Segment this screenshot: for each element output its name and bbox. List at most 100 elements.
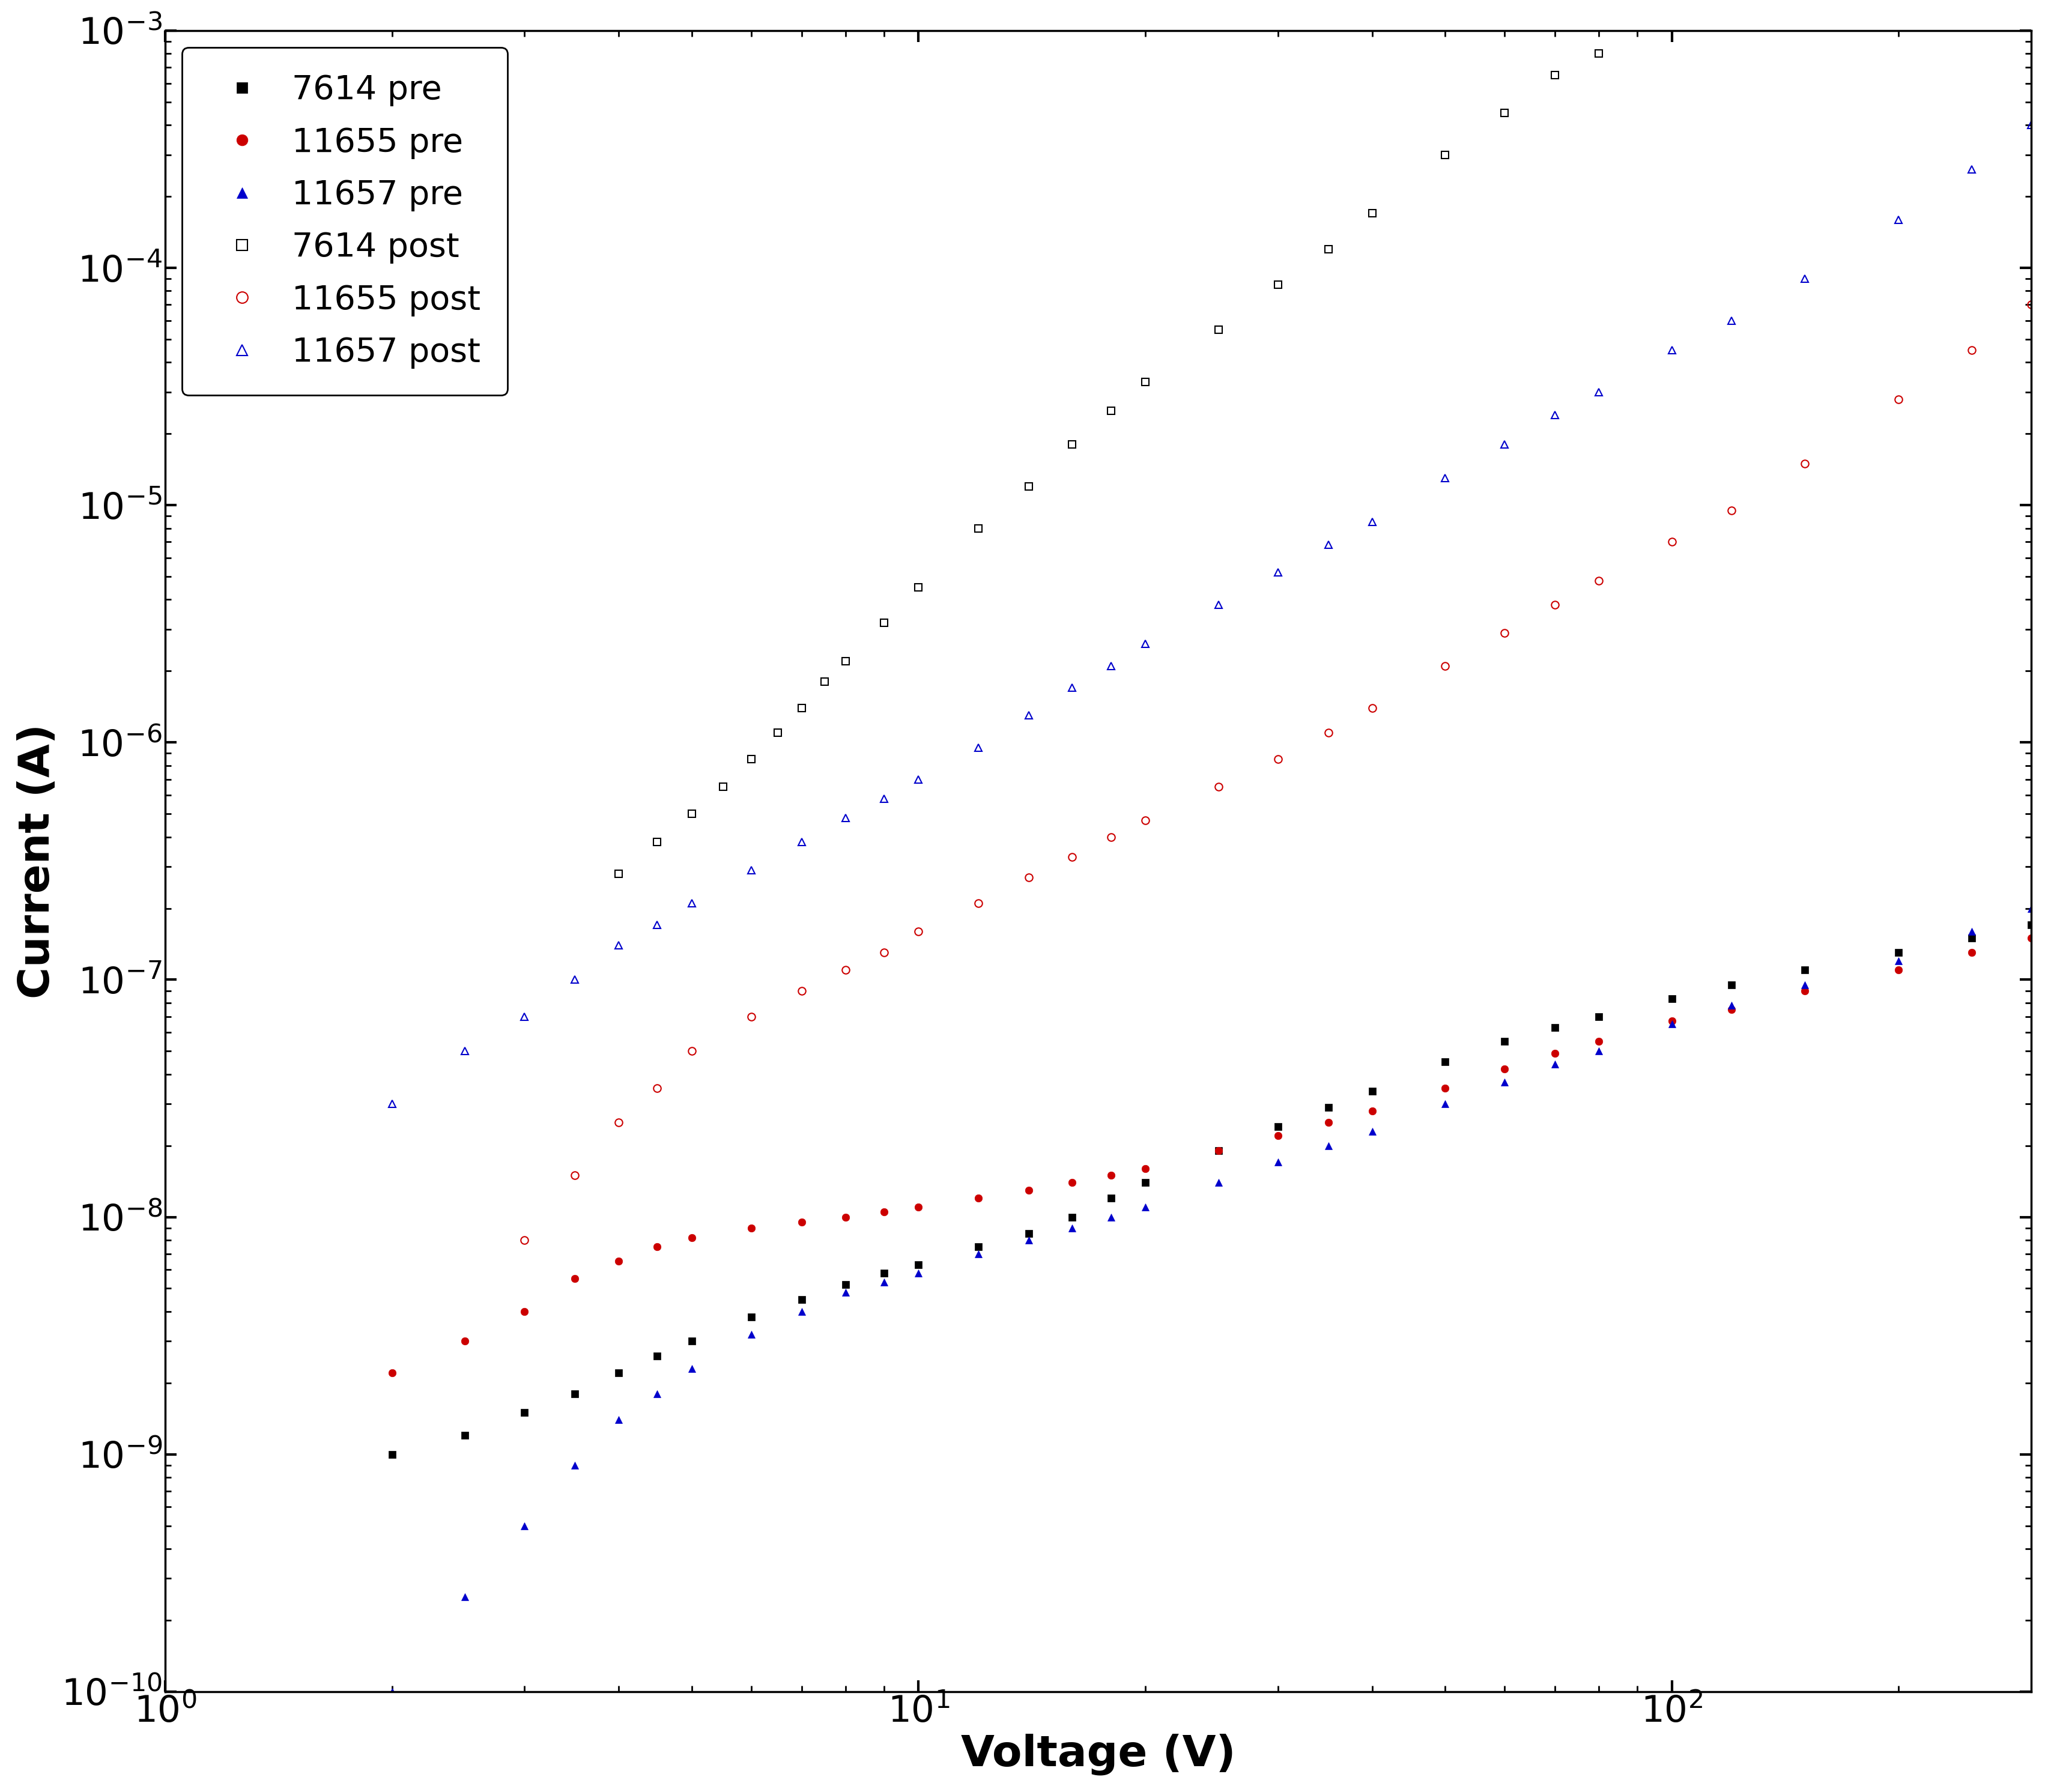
7614 pre	[1659, 987, 1683, 1009]
11657 post	[872, 788, 897, 810]
11655 pre	[905, 1197, 930, 1219]
7614 post	[1016, 475, 1040, 496]
11655 pre	[2019, 926, 2044, 948]
7614 pre	[1792, 959, 1817, 980]
11655 post	[1493, 622, 1518, 643]
11655 pre	[1493, 1059, 1518, 1081]
11657 post	[563, 969, 588, 991]
11655 pre	[1886, 959, 1911, 980]
11655 post	[1133, 810, 1157, 831]
11655 pre	[453, 1330, 477, 1351]
7614 pre	[1317, 1097, 1341, 1118]
11657 post	[1061, 677, 1085, 699]
7614 pre	[2019, 914, 2044, 935]
7614 pre	[1493, 1030, 1518, 1052]
11655 post	[1206, 776, 1231, 797]
7614 pre	[791, 1288, 815, 1310]
11655 post	[563, 1165, 588, 1186]
11655 post	[1587, 570, 1612, 591]
11655 pre	[739, 1217, 764, 1238]
7614 post	[791, 697, 815, 719]
11655 post	[606, 1111, 631, 1133]
11655 post	[1960, 339, 1985, 360]
11657 pre	[512, 1514, 537, 1536]
7614 pre	[1061, 1206, 1085, 1228]
7614 post	[645, 831, 670, 853]
11655 pre	[1659, 1011, 1683, 1032]
11655 post	[1016, 867, 1040, 889]
11657 pre	[379, 1681, 403, 1702]
7614 pre	[739, 1306, 764, 1328]
7614 pre	[563, 1383, 588, 1405]
7614 post	[1317, 238, 1341, 260]
7614 post	[766, 722, 791, 744]
11655 post	[1792, 453, 1817, 475]
7614 post	[1587, 43, 1612, 65]
11657 post	[512, 1005, 537, 1027]
7614 post	[1542, 65, 1567, 86]
11657 post	[1434, 468, 1458, 489]
11657 pre	[1206, 1172, 1231, 1193]
7614 pre	[453, 1425, 477, 1446]
11657 post	[1587, 382, 1612, 403]
11657 pre	[1317, 1134, 1341, 1156]
7614 post	[1206, 319, 1231, 340]
11655 post	[645, 1077, 670, 1098]
11657 post	[739, 860, 764, 882]
11657 pre	[1133, 1197, 1157, 1219]
11657 pre	[1493, 1072, 1518, 1093]
7614 pre	[680, 1330, 705, 1351]
7614 post	[834, 650, 858, 672]
Legend: 7614 pre, 11655 pre, 11657 pre, 7614 post, 11655 post, 11657 post: 7614 pre, 11655 pre, 11657 pre, 7614 pos…	[182, 47, 508, 396]
Line: 7614 pre: 7614 pre	[389, 921, 2036, 1459]
11657 pre	[1061, 1217, 1085, 1238]
11655 pre	[1206, 1140, 1231, 1161]
11657 post	[2019, 115, 2044, 136]
11655 post	[680, 1041, 705, 1063]
11657 post	[1098, 656, 1122, 677]
11657 pre	[1718, 995, 1743, 1016]
7614 pre	[645, 1346, 670, 1367]
7614 pre	[905, 1254, 930, 1276]
11655 pre	[834, 1206, 858, 1228]
7614 post	[1434, 143, 1458, 165]
11655 post	[1061, 846, 1085, 867]
7614 post	[905, 577, 930, 599]
11657 post	[1792, 269, 1817, 290]
11657 post	[1317, 534, 1341, 556]
11657 post	[1360, 511, 1384, 532]
11657 pre	[2019, 898, 2044, 919]
11655 pre	[512, 1301, 537, 1322]
11657 pre	[1266, 1152, 1290, 1174]
11655 post	[1718, 500, 1743, 521]
11657 pre	[645, 1383, 670, 1405]
7614 post	[1061, 434, 1085, 455]
X-axis label: Voltage (V): Voltage (V)	[961, 1733, 1235, 1776]
7614 pre	[1206, 1140, 1231, 1161]
7614 pre	[606, 1362, 631, 1383]
11657 post	[453, 1041, 477, 1063]
11655 post	[512, 1229, 537, 1251]
11657 post	[1886, 208, 1911, 229]
11657 pre	[739, 1324, 764, 1346]
Line: 7614 post: 7614 post	[614, 0, 2036, 878]
7614 pre	[967, 1236, 991, 1258]
Y-axis label: Current (A): Current (A)	[16, 724, 57, 998]
11657 pre	[1960, 921, 1985, 943]
7614 pre	[1718, 975, 1743, 996]
11655 pre	[1098, 1165, 1122, 1186]
7614 post	[872, 611, 897, 633]
11657 post	[680, 892, 705, 914]
11657 post	[1542, 405, 1567, 426]
11657 pre	[453, 1586, 477, 1607]
7614 pre	[512, 1401, 537, 1423]
11657 post	[1016, 704, 1040, 726]
11657 pre	[1659, 1012, 1683, 1034]
7614 pre	[834, 1274, 858, 1296]
11655 post	[1886, 389, 1911, 410]
11657 post	[1960, 159, 1985, 181]
11655 post	[1317, 722, 1341, 744]
7614 pre	[1960, 926, 1985, 948]
11657 pre	[1016, 1229, 1040, 1251]
11655 pre	[791, 1211, 815, 1233]
